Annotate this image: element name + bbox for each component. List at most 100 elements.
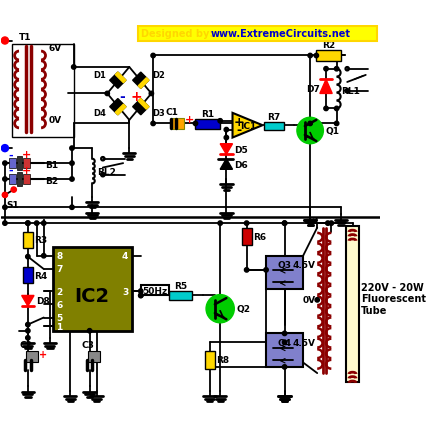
Circle shape: [335, 67, 339, 72]
Text: B1: B1: [45, 161, 59, 170]
FancyBboxPatch shape: [141, 285, 169, 296]
Polygon shape: [115, 73, 126, 83]
Text: IC2: IC2: [75, 286, 110, 305]
FancyBboxPatch shape: [316, 51, 341, 62]
Polygon shape: [110, 73, 126, 89]
Text: Q2: Q2: [236, 305, 250, 313]
Text: D3: D3: [152, 109, 165, 118]
Text: 50Hz: 50Hz: [142, 286, 167, 295]
Text: 0V: 0V: [48, 116, 61, 125]
Circle shape: [42, 221, 46, 226]
Text: 3: 3: [122, 287, 128, 296]
Circle shape: [26, 336, 30, 340]
Circle shape: [335, 122, 339, 126]
Text: R3: R3: [34, 236, 47, 245]
Text: D6: D6: [234, 160, 248, 169]
FancyBboxPatch shape: [266, 334, 303, 367]
Text: D2: D2: [152, 70, 165, 79]
Text: D1: D1: [94, 70, 106, 79]
Text: 6V: 6V: [48, 44, 61, 53]
FancyBboxPatch shape: [88, 351, 100, 362]
Text: Designed by:: Designed by:: [141, 30, 217, 39]
Circle shape: [245, 268, 249, 273]
Text: +: +: [130, 90, 142, 104]
Polygon shape: [133, 99, 149, 115]
Circle shape: [326, 221, 330, 226]
FancyBboxPatch shape: [172, 119, 184, 129]
Text: B2: B2: [45, 177, 59, 186]
Circle shape: [26, 329, 30, 333]
Circle shape: [26, 221, 30, 226]
Circle shape: [151, 122, 155, 126]
Circle shape: [70, 178, 74, 182]
Circle shape: [88, 329, 92, 333]
Circle shape: [314, 54, 319, 59]
Polygon shape: [22, 296, 34, 306]
Circle shape: [70, 147, 74, 151]
Text: 1: 1: [56, 322, 62, 331]
Text: RL2: RL2: [97, 167, 115, 176]
Circle shape: [329, 221, 333, 226]
Circle shape: [139, 293, 143, 298]
FancyBboxPatch shape: [17, 157, 22, 171]
FancyBboxPatch shape: [196, 120, 220, 129]
Circle shape: [335, 107, 339, 112]
Text: -: -: [9, 166, 13, 176]
Text: IC1: IC1: [240, 122, 257, 130]
FancyBboxPatch shape: [23, 174, 30, 185]
Polygon shape: [220, 145, 233, 155]
FancyBboxPatch shape: [17, 173, 22, 187]
Circle shape: [282, 221, 287, 226]
Text: Q1: Q1: [325, 127, 339, 136]
Circle shape: [264, 268, 268, 273]
Text: 7: 7: [56, 265, 63, 274]
Text: +: +: [21, 150, 31, 160]
Text: RL1: RL1: [341, 87, 360, 96]
Text: +: +: [233, 116, 244, 129]
Text: D8: D8: [36, 296, 49, 306]
Circle shape: [1, 38, 9, 45]
Text: R4: R4: [34, 271, 47, 280]
Polygon shape: [220, 159, 233, 170]
Circle shape: [218, 221, 222, 226]
Text: S1: S1: [7, 201, 19, 210]
Text: 2: 2: [56, 287, 62, 296]
Circle shape: [42, 254, 46, 258]
Circle shape: [345, 89, 349, 94]
FancyBboxPatch shape: [138, 27, 377, 41]
Text: R7: R7: [267, 112, 281, 122]
Text: 4.5V: 4.5V: [293, 338, 315, 347]
Text: -: -: [236, 124, 241, 137]
Text: -: -: [119, 90, 125, 104]
Circle shape: [3, 161, 7, 166]
FancyBboxPatch shape: [53, 247, 132, 331]
Circle shape: [224, 128, 229, 132]
Circle shape: [282, 221, 287, 226]
FancyBboxPatch shape: [266, 256, 303, 289]
Polygon shape: [110, 99, 126, 115]
Circle shape: [26, 221, 30, 226]
Circle shape: [282, 340, 287, 345]
Text: 220V - 20W
Fluorescent
Tube: 220V - 20W Fluorescent Tube: [361, 282, 426, 315]
Circle shape: [324, 107, 328, 112]
Text: C1: C1: [165, 108, 178, 117]
Text: R1: R1: [201, 110, 214, 119]
FancyBboxPatch shape: [9, 158, 16, 169]
Circle shape: [3, 193, 7, 197]
Text: 6: 6: [56, 300, 62, 309]
FancyBboxPatch shape: [264, 122, 284, 130]
Text: D4: D4: [94, 109, 106, 118]
Circle shape: [34, 221, 39, 226]
FancyBboxPatch shape: [24, 268, 33, 283]
Circle shape: [1, 145, 9, 152]
Text: -: -: [9, 150, 13, 160]
Circle shape: [139, 289, 143, 293]
Text: 5: 5: [56, 313, 62, 322]
FancyBboxPatch shape: [346, 226, 359, 382]
Text: 4: 4: [122, 252, 128, 261]
Text: Q3: Q3: [278, 260, 292, 270]
FancyBboxPatch shape: [26, 351, 39, 362]
Text: C3: C3: [82, 341, 94, 349]
Text: R2: R2: [322, 41, 335, 50]
Text: 4.5V: 4.5V: [293, 260, 315, 270]
